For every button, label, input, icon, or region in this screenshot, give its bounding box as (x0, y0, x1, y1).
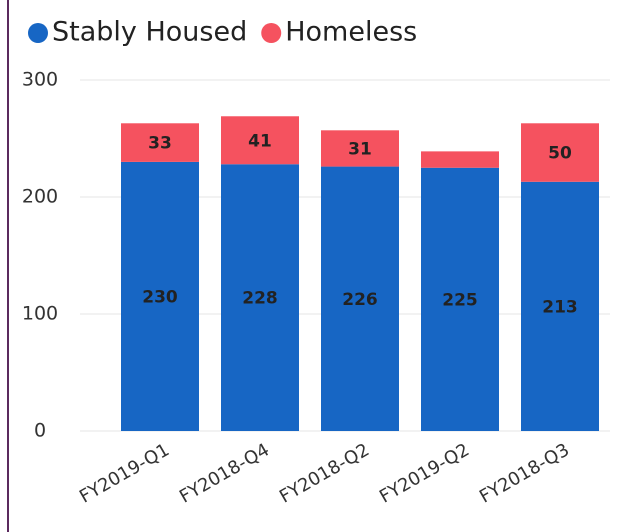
x-tick-label: FY2018-Q4 (176, 439, 273, 507)
value-label: 230 (142, 287, 178, 307)
x-tick-label: FY2019-Q1 (76, 439, 173, 507)
value-label: 228 (242, 289, 278, 309)
value-label: 31 (348, 139, 372, 159)
value-label: 225 (442, 290, 478, 310)
bar-segment (421, 167, 499, 431)
legend-swatch (28, 23, 48, 43)
x-tick-label: FY2019-Q2 (376, 439, 473, 507)
y-tick-label: 300 (22, 69, 58, 91)
value-label: 226 (342, 290, 378, 310)
bar-segment (321, 130, 399, 167)
y-tick-label: 0 (34, 420, 46, 442)
x-tick-label: FY2018-Q2 (276, 439, 373, 507)
bar-segment (521, 181, 599, 431)
bar-segment (121, 123, 199, 162)
value-label: 50 (548, 144, 572, 164)
legend-swatch (261, 23, 282, 43)
legend-label: Stably Housed (52, 17, 247, 48)
value-label: 33 (148, 134, 172, 154)
value-label: 41 (248, 131, 272, 151)
bar-segment (221, 116, 299, 165)
legend-label: Homeless (285, 17, 417, 48)
x-tick-label: FY2018-Q3 (476, 439, 573, 507)
bar-segment (321, 166, 399, 431)
y-tick-label: 200 (22, 186, 58, 208)
bar-segment (121, 161, 199, 431)
bar-segment (421, 151, 499, 168)
y-tick-label: 100 (22, 303, 58, 325)
bar-segment (521, 123, 599, 182)
value-label: 213 (542, 297, 578, 317)
bar-segment (221, 164, 299, 432)
